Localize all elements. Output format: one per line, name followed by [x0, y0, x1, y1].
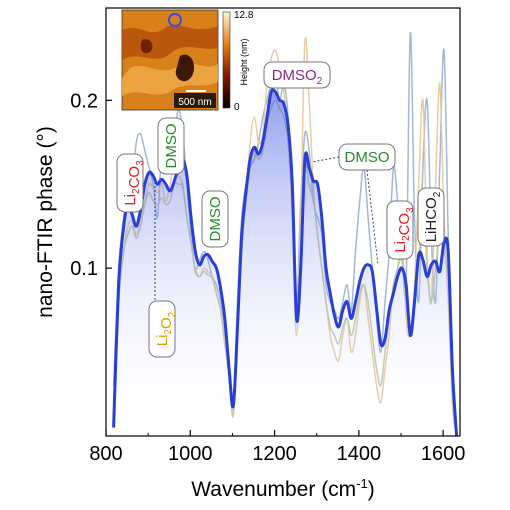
x-tick-label-800: 800 — [89, 443, 122, 465]
annotation-4: DMSO2 — [263, 61, 331, 89]
scale-bar-box — [174, 93, 216, 108]
y-tick-label-0.1: 0.1 — [70, 258, 98, 280]
annotation-leader-5 — [311, 156, 340, 163]
y-axis-title: nano-FTIR phase (°) — [34, 126, 57, 318]
afm-dark-region-2 — [140, 39, 153, 54]
annotation-1-box — [157, 117, 185, 175]
annotation-6: Li2CO3 — [386, 200, 416, 260]
annotation-0: Li2CO3 — [116, 153, 146, 213]
highlight-series-line — [112, 88, 459, 436]
x-axis-title: Wavenumber (cm-1) — [191, 476, 375, 501]
annotation-layer: Li2CO3 DMSO Li2O2 DMSO DMSO2 DMSO Li2CO3 LiHCO2 — [116, 61, 445, 358]
colorbar-min: 0 — [234, 102, 240, 113]
annotation-2-text: Li2O2 — [154, 311, 178, 346]
annotation-4-box — [263, 61, 331, 89]
highlight-series-fill — [113, 89, 457, 436]
annotation-3: DMSO — [201, 190, 229, 248]
afm-texture-light — [122, 63, 218, 96]
annotation-6-box — [386, 200, 414, 260]
annotation-4-text: DMSO2 — [272, 67, 323, 87]
annotation-7: LiHCO2 — [417, 187, 445, 247]
x-tick-label-1000: 1000 — [168, 443, 213, 465]
afm-inset: 500 nm 12.8 0 Height (nm) — [121, 9, 254, 113]
annotation-5-text: DMSO — [345, 149, 390, 166]
plot-frame — [105, 7, 461, 437]
x-tick-label-1600: 1600 — [421, 443, 466, 465]
y-tick-label-0.2: 0.2 — [70, 90, 98, 112]
colorbar-label: Height (nm) — [239, 38, 249, 85]
annotation-1: DMSO — [157, 117, 185, 175]
annotation-2-box — [148, 300, 176, 358]
ticks-layer: 800 1000 1200 1400 1600 0.1 0.2 — [70, 90, 465, 465]
x-tick-label-1200: 1200 — [252, 443, 297, 465]
scale-bar-label: 500 nm — [178, 97, 211, 108]
annotation-6-text: Li2CO3 — [392, 207, 416, 253]
colorbar — [222, 11, 231, 109]
x-tick-label-1400: 1400 — [337, 443, 382, 465]
annotation-3-box — [201, 190, 229, 248]
afm-highlight-circle — [168, 13, 182, 27]
annotation-7-box — [417, 187, 445, 247]
colorbar-max: 12.8 — [234, 10, 254, 21]
annotation-7-text: LiHCO2 — [423, 191, 443, 242]
annotation-2: Li2O2 — [148, 180, 178, 358]
annotation-5: DMSO — [311, 143, 396, 171]
annotation-0-text: Li2CO3 — [122, 160, 146, 206]
annotation-1-text: DMSO — [163, 124, 180, 169]
annotation-0-box — [116, 153, 144, 213]
afm-dark-region — [175, 54, 195, 82]
annotation-3-text: DMSO — [207, 197, 224, 242]
